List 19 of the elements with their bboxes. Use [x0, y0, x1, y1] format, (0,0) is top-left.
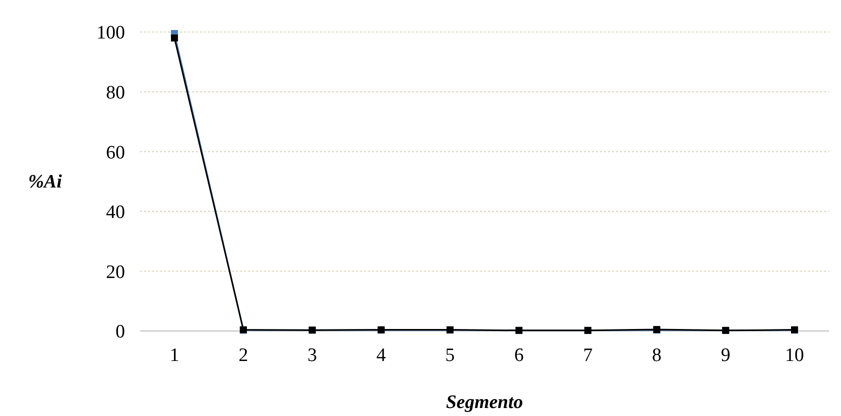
x-tick-label: 8: [652, 345, 662, 366]
x-tick-label: 10: [785, 345, 804, 366]
y-tick-label: 100: [96, 22, 125, 44]
y-tick-label: 60: [106, 142, 125, 164]
y-axis-title: %Ai: [28, 172, 63, 192]
x-tick-label: 2: [238, 345, 248, 366]
y-tick-label: 80: [106, 82, 125, 104]
x-tick-label: 4: [376, 345, 386, 366]
x-tick-label: 7: [583, 345, 593, 366]
y-tick-label: 20: [106, 262, 125, 283]
x-tick-label: 1: [170, 345, 180, 366]
x-tick-label: 5: [445, 345, 455, 366]
x-tick-label: 9: [720, 345, 730, 366]
y-tick-label: 40: [106, 202, 125, 224]
point: [170, 34, 178, 42]
x-tick-label: 6: [514, 345, 524, 366]
x-tick-label: 3: [308, 345, 317, 366]
x-axis-title: Segmento: [446, 392, 524, 413]
y-tick-label: 0: [116, 322, 125, 343]
